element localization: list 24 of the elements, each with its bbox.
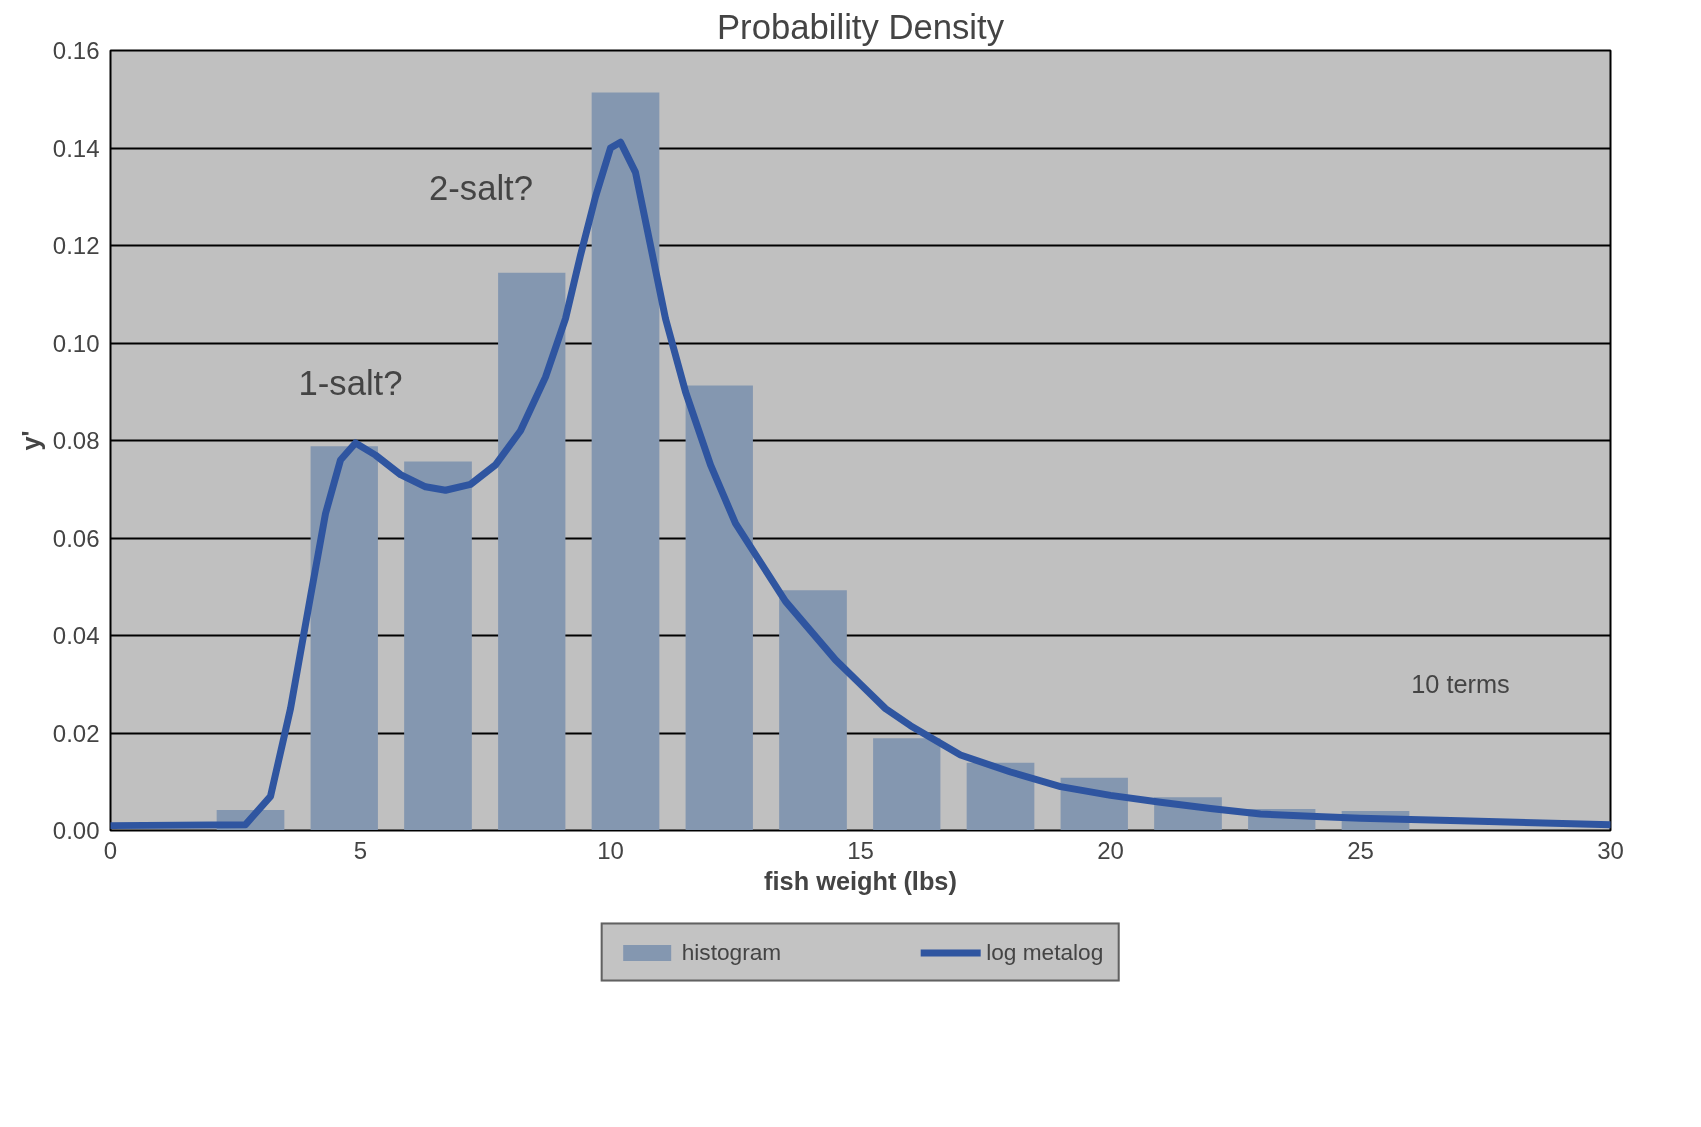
- x-tick-label: 5: [353, 836, 368, 864]
- y-tick-label: 0.14: [52, 134, 100, 162]
- y-tick-label: 0.00: [52, 817, 100, 844]
- y-tick-label: 0.12: [52, 232, 100, 259]
- y-tick-label: 0.04: [52, 622, 100, 649]
- annotation: 1-salt?: [298, 363, 403, 402]
- x-tick-label: 25: [1347, 836, 1374, 864]
- legend-label: histogram: [681, 938, 782, 966]
- y-tick-label: 0.10: [52, 329, 100, 357]
- x-tick-label: 15: [847, 836, 874, 864]
- annotation: 10 terms: [1411, 669, 1510, 698]
- y-tick-label: 0.08: [52, 427, 100, 454]
- chart-title: Probability Density: [717, 7, 1005, 46]
- x-tick-label: 20: [1097, 836, 1124, 864]
- y-tick-label: 0.02: [52, 719, 100, 747]
- y-axis-title: y': [16, 430, 45, 451]
- annotation: 2-salt?: [428, 168, 534, 207]
- x-tick-label: 0: [103, 836, 118, 864]
- y-tick-label: 0.16: [52, 37, 100, 64]
- x-tick-label: 10: [597, 836, 624, 864]
- x-axis-title: fish weight (lbs): [764, 866, 957, 895]
- x-tick-label: 30: [1597, 836, 1624, 864]
- legend-label: log metalog: [986, 938, 1104, 966]
- y-tick-label: 0.06: [52, 524, 100, 552]
